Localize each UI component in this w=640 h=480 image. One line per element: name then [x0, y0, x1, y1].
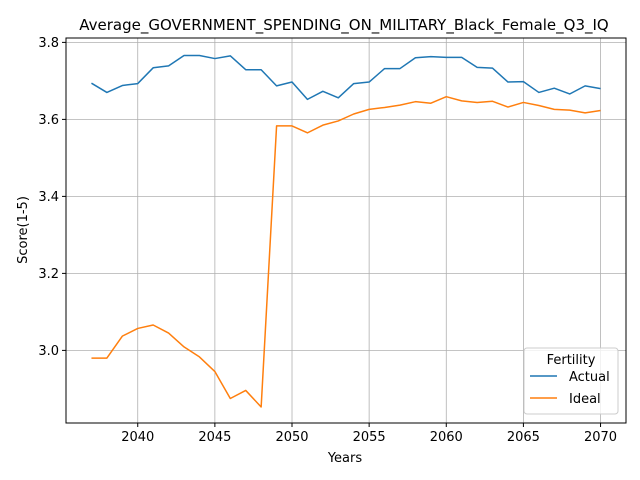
- y-tick-label: 3.4: [38, 190, 59, 205]
- y-tick-label: 3.2: [38, 267, 59, 282]
- series-lines: [91, 54, 601, 408]
- x-axis-ticks: 2040 2045 2050 2055 2060 2065 2070: [121, 423, 617, 445]
- legend-label-ideal: Ideal: [569, 392, 601, 407]
- x-tick-label: 2040: [121, 430, 154, 445]
- y-tick-label: 3.8: [38, 36, 59, 51]
- x-tick-label: 2050: [275, 430, 308, 445]
- y-tick-label: 3.6: [38, 113, 59, 128]
- x-tick-label: 2070: [584, 430, 617, 445]
- y-axis-ticks: 3.0 3.2 3.4 3.6 3.8: [38, 36, 66, 359]
- y-tick-label: 3.0: [38, 344, 59, 359]
- x-axis-label: Years: [327, 451, 363, 466]
- x-tick-label: 2065: [507, 430, 540, 445]
- legend: Fertility Actual Ideal: [523, 347, 619, 415]
- chart-title: Average_GOVERNMENT_SPENDING_ON_MILITARY_…: [79, 16, 609, 35]
- x-tick-label: 2055: [353, 430, 386, 445]
- series-line-actual: [91, 54, 601, 101]
- x-tick-label: 2060: [430, 430, 463, 445]
- legend-label-actual: Actual: [569, 370, 610, 385]
- legend-title: Fertility: [547, 353, 596, 368]
- y-axis-label: Score(1-5): [16, 196, 31, 264]
- x-tick-label: 2045: [198, 430, 231, 445]
- plot-frame: [65, 37, 627, 424]
- series-line-ideal: [91, 95, 601, 408]
